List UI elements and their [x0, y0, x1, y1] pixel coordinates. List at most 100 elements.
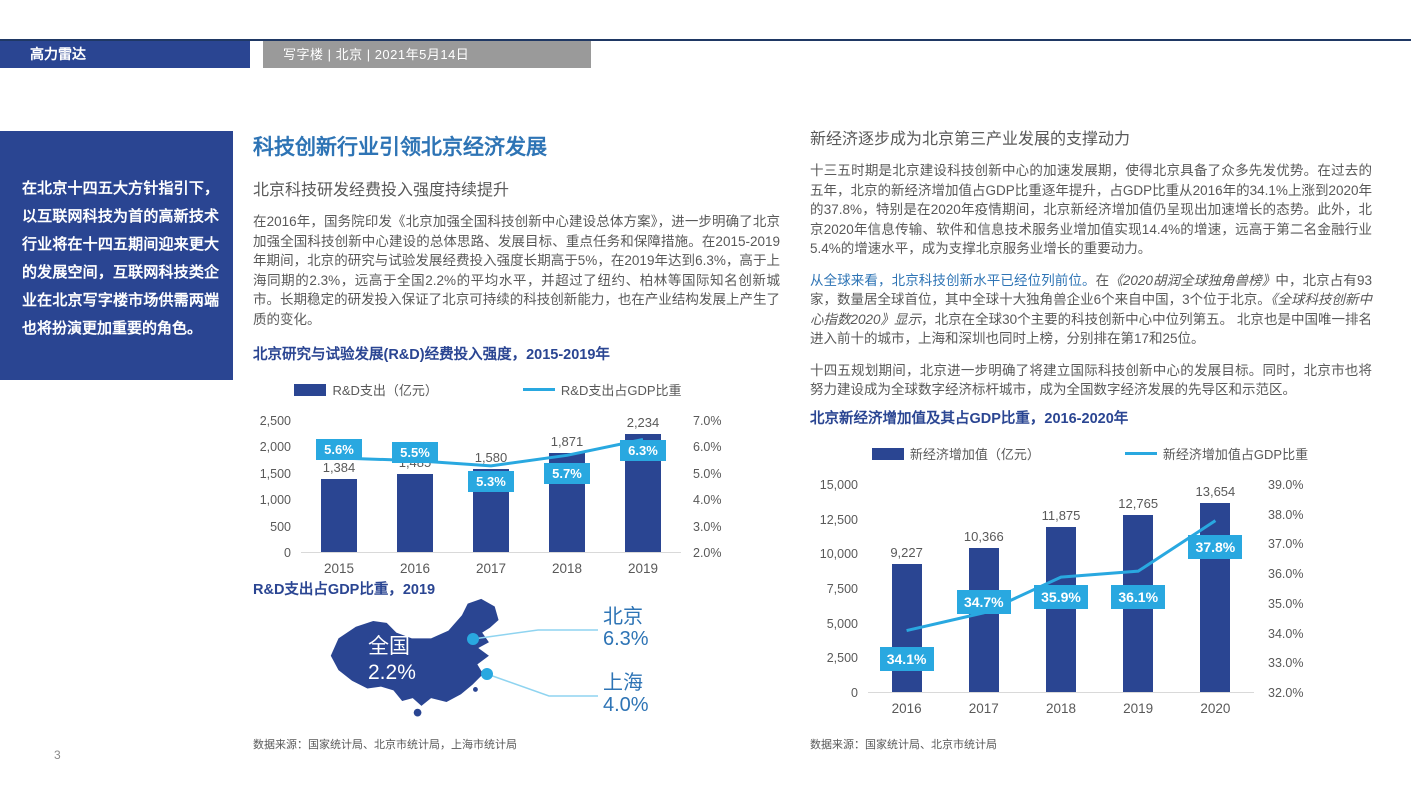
- legend-item-line: R&D支出占GDP比重: [522, 380, 682, 399]
- map-callout-lines: [467, 629, 598, 697]
- line-value-badge: 5.6%: [316, 439, 362, 461]
- left-source-note: 数据来源：国家统计局、北京市统计局，上海市统计局: [253, 739, 517, 751]
- x-axis-label: 2020: [1200, 701, 1231, 716]
- y2-axis-tick: 2.0%: [693, 546, 722, 560]
- right-paragraph-2: 从全球来看，北京科技创新水平已经位列前位。在《2020胡润全球独角兽榜》中，北京…: [810, 271, 1372, 349]
- y-axis-tick: 10,000: [819, 547, 858, 562]
- line-series-swatch: [522, 388, 555, 391]
- trend-line: [338, 438, 644, 468]
- right-subtitle: 新经济逐步成为北京第三产业发展的支撑动力: [810, 131, 1131, 148]
- legend-item-bar: R&D支出（亿元）: [294, 380, 438, 399]
- y2-axis-tick: 5.0%: [693, 466, 722, 481]
- rd-chart-legend: R&D支出（亿元） R&D支出占GDP比重: [253, 380, 723, 399]
- map-title: R&D支出占GDP比重，2019: [253, 582, 436, 598]
- bar: [1046, 527, 1076, 692]
- y-axis-tick: 0: [284, 546, 291, 560]
- beijing-value: 6.3%: [603, 628, 649, 650]
- y2-axis-tick: 36.0%: [1268, 567, 1304, 582]
- line-value-badge: 34.7%: [956, 589, 1011, 614]
- new-economy-chart-block: 北京新经济增加值及其占GDP比重，2016-2020年 新经济增加值（亿元） 新…: [810, 407, 1370, 725]
- x-axis-label: 2019: [627, 561, 659, 576]
- text-run: 在: [1095, 272, 1110, 288]
- x-axis-label: 2018: [1045, 701, 1077, 716]
- national-value: 2.2%: [368, 661, 416, 684]
- x-axis-label: 2016: [399, 561, 431, 576]
- line-value-badge: 37.8%: [1188, 534, 1243, 559]
- bar: [321, 478, 357, 552]
- bar-value-label: 13,654: [1195, 483, 1236, 499]
- y-axis-tick: 12,500: [819, 512, 858, 527]
- y-axis-tick: 15,000: [819, 478, 858, 492]
- x-axis-label: 2019: [1123, 701, 1154, 716]
- bar-value-label: 1,580: [474, 449, 508, 465]
- rd-combo-chart: 2,500 2,000 1,500 1,000 500 0 7.0% 6.0% 5.0% 4.0%…: [253, 414, 723, 585]
- report-meta: 写字楼 | 北京 | 2021年5月14日: [263, 41, 591, 68]
- shanghai-dot: [481, 668, 493, 680]
- y2-axis-tick: 34.0%: [1268, 626, 1304, 641]
- bar: [397, 473, 433, 552]
- legend-label: 新经济增加值（亿元）: [909, 447, 1040, 462]
- national-label: 全国: [368, 635, 410, 658]
- bar: [1200, 502, 1231, 692]
- y-axis-tick: 2,000: [259, 440, 291, 455]
- taiwan-island: [473, 687, 478, 692]
- line-value-badge: 5.5%: [392, 442, 438, 464]
- beijing-value-label: 北京 6.3%: [603, 606, 649, 650]
- new-economy-combo-chart: 15,000 12,500 10,000 7,500 5,000 2,500 0 39.0% 3…: [810, 478, 1370, 725]
- legend-label: R&D支出（亿元）: [332, 383, 438, 398]
- y2-axis-tick: 33.0%: [1268, 656, 1304, 671]
- bar-value-label: 11,875: [1041, 508, 1081, 524]
- china-outline: [330, 598, 499, 706]
- trend-polyline: [338, 438, 644, 468]
- text-run: 《全球科技创新中心指数2020》显示: [810, 292, 1373, 327]
- right-source-note: 数据来源：国家统计局、北京市统计局: [810, 739, 997, 751]
- china-map: [330, 598, 499, 717]
- y2-axis-tick: 7.0%: [693, 414, 722, 428]
- hainan-island: [413, 708, 422, 717]
- text-run: ，北京在全球30个主要的科技创新中心中位列第五。 北京也是中国唯一排名进入前十的…: [810, 311, 1372, 347]
- y2-axis-tick: 6.0%: [693, 440, 722, 455]
- rd-chart-block: 北京研究与试验发展(R&D)经费投入强度，2015-2019年 R&D支出（亿元…: [253, 343, 723, 585]
- y-axis-tick: 500: [270, 519, 291, 534]
- shanghai-value: 4.0%: [603, 694, 649, 716]
- y-axis-tick: 0: [851, 686, 858, 700]
- page-number: 3: [54, 748, 61, 762]
- brand-badge: 高力雷达: [0, 41, 250, 68]
- y-axis-tick: 1,000: [259, 493, 291, 508]
- y2-axis-tick: 39.0%: [1268, 478, 1304, 492]
- trend-polyline: [906, 519, 1217, 633]
- legend-label: R&D支出占GDP比重: [560, 383, 682, 398]
- left-paragraph: 在2016年，国务院印发《北京加强全国科技创新中心建设总体方案》，进一步明确了北…: [253, 214, 780, 327]
- x-axis-label: 2017: [475, 561, 507, 576]
- national-value-label: 全国 2.2%: [368, 634, 416, 686]
- trend-line: [906, 519, 1217, 633]
- x-axis-label: 2015: [323, 561, 355, 576]
- y2-axis-tick: 38.0%: [1268, 507, 1304, 522]
- text-run: 从全球来看，北京科技创新水平已经位列前位。: [810, 272, 1096, 288]
- left-column: 科技创新行业引领北京经济发展 北京科技研发经费投入强度持续提升 在2016年，国…: [253, 131, 780, 329]
- y-axis-tick: 7,500: [826, 582, 858, 596]
- line-value-badge: 34.1%: [879, 646, 934, 671]
- line-value-badge: 36.1%: [1111, 585, 1166, 610]
- line-value-badge: 35.9%: [1034, 585, 1088, 610]
- header-rule: [0, 39, 1411, 41]
- line-value-badge: 6.3%: [620, 439, 666, 461]
- y2-axis-tick: 32.0%: [1268, 686, 1304, 700]
- right-paragraph-3: 十四五规划期间，北京进一步明确了将建立国际科技创新中心的发展目标。同时，北京市也…: [810, 362, 1372, 398]
- bar-series-swatch: [871, 447, 904, 460]
- shanghai-callout-line: [486, 673, 598, 697]
- bar-series-swatch: [294, 383, 327, 396]
- legend-item-bar: 新经济增加值（亿元）: [871, 444, 1040, 463]
- beijing-label: 北京: [603, 606, 643, 628]
- bar-value-label: 1,871: [550, 434, 584, 450]
- beijing-dot: [467, 633, 479, 645]
- y2-axis-tick: 3.0%: [693, 519, 722, 534]
- y-axis-tick: 2,500: [826, 651, 858, 666]
- bar-value-label: 12,765: [1118, 495, 1159, 511]
- legend-label: 新经济增加值占GDP比重: [1162, 447, 1309, 462]
- y2-axis-tick: 37.0%: [1268, 537, 1304, 552]
- bar-value-label: 10,366: [963, 529, 1004, 545]
- y2-axis-tick: 4.0%: [693, 493, 722, 508]
- plot-area: 9,227 2016 10,366 2017 11,875 2018 12,765 2019 1…: [868, 484, 1254, 716]
- y-axis-tick: 5,000: [826, 616, 858, 631]
